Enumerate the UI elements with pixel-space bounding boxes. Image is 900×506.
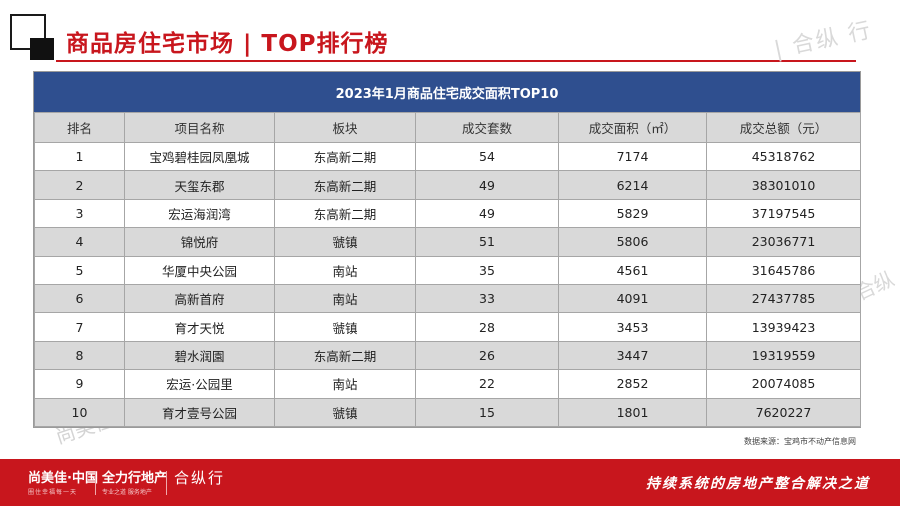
table-cell: 49 — [415, 170, 559, 200]
table-cell: 宏运海润湾 — [124, 198, 275, 229]
footer-brand-quanlixing: 全力行地产 — [102, 471, 168, 486]
table-row: 5 华厦中央公园 南站 35 4561 31645786 — [34, 255, 861, 285]
header-logo-icon — [10, 14, 54, 60]
table-cell: 华厦中央公园 — [124, 255, 275, 285]
table-cell: 1 — [34, 141, 125, 172]
table-cell: 37197545 — [706, 198, 861, 229]
footer-separator — [95, 471, 96, 495]
logo-solid-square — [30, 38, 54, 60]
table-cell: 23036771 — [706, 227, 861, 257]
table-cell: 20074085 — [706, 369, 861, 399]
table-cell: 南站 — [274, 283, 416, 314]
table-cell: 碧水润園 — [124, 340, 275, 371]
table-cell: 南站 — [274, 369, 416, 399]
table-cell: 2 — [34, 170, 125, 200]
table-cell: 51 — [415, 227, 559, 257]
table-cell: 5806 — [558, 227, 707, 257]
table-cell: 49 — [415, 198, 559, 229]
table-cell: 3447 — [558, 340, 707, 371]
table-cell: 7174 — [558, 141, 707, 172]
footer-bar: 尚美佳·中国 圈住幸福每一天 全力行地产 专业之道 服务地产 合纵行 持续系统的… — [0, 459, 900, 506]
table-cell: 38301010 — [706, 170, 861, 200]
footer-brand-quanlixing-tagline: 专业之道 服务地产 — [102, 489, 152, 496]
page-title: 商品房住宅市场 | TOP排行榜 — [66, 31, 389, 57]
table-cell: 15 — [415, 397, 559, 427]
table-cell: 3 — [34, 198, 125, 229]
table-cell: 虢镇 — [274, 397, 416, 427]
table-cell: 28 — [415, 312, 559, 342]
column-header: 项目名称 — [124, 112, 275, 143]
data-source-note: 数据来源：宝鸡市不动产信息网 — [744, 437, 856, 446]
table-cell: 27437785 — [706, 283, 861, 314]
table-cell: 9 — [34, 369, 125, 399]
table-cell: 4 — [34, 227, 125, 257]
table-cell: 4561 — [558, 255, 707, 285]
table-cell: 5 — [34, 255, 125, 285]
footer-slogan: 持续系统的房地产整合解决之道 — [646, 476, 870, 492]
column-header: 排名 — [34, 112, 125, 143]
table-row: 3 宏运海润湾 东高新二期 49 5829 37197545 — [34, 198, 861, 229]
column-header: 板块 — [274, 112, 416, 143]
table-cell: 2852 — [558, 369, 707, 399]
table-cell: 19319559 — [706, 340, 861, 371]
table-cell: 天玺东郡 — [124, 170, 275, 200]
table-cell: 7620227 — [706, 397, 861, 427]
table-cell: 7 — [34, 312, 125, 342]
table-cell: 东高新二期 — [274, 198, 416, 229]
table-cell: 6214 — [558, 170, 707, 200]
footer-brand-shangmeijia: 尚美佳·中国 — [28, 471, 98, 486]
table-row: 10 育才壹号公园 虢镇 15 1801 7620227 — [34, 397, 861, 427]
column-header: 成交面积（㎡） — [558, 112, 707, 143]
table-cell: 10 — [34, 397, 125, 427]
table-cell: 锦悦府 — [124, 227, 275, 257]
column-header: 成交总额（元） — [706, 112, 861, 143]
table-cell: 35 — [415, 255, 559, 285]
table-row: 4 锦悦府 虢镇 51 5806 23036771 — [34, 227, 861, 257]
table-cell: 33 — [415, 283, 559, 314]
footer-separator — [166, 471, 167, 495]
table-header-row: 排名 项目名称 板块 成交套数 成交面积（㎡） 成交总额（元） — [34, 112, 861, 143]
table-cell: 5829 — [558, 198, 707, 229]
table-cell: 宝鸡碧桂园凤凰城 — [124, 141, 275, 172]
ranking-grid: 排名 项目名称 板块 成交套数 成交面积（㎡） 成交总额（元） 1 宝鸡碧桂园凤凰城 东高新二… — [34, 112, 861, 427]
table-row: 7 育才天悦 虢镇 28 3453 13939423 — [34, 312, 861, 342]
ranking-table: 2023年1月商品住宅成交面积TOP10 排名 项目名称 板块 成交套数 成交面积（㎡）… — [33, 71, 861, 428]
table-cell: 31645786 — [706, 255, 861, 285]
table-body: 1 宝鸡碧桂园凤凰城 东高新二期 54 7174 45318762 2 天玺东郡 东高新二期 49… — [34, 141, 861, 427]
table-row: 1 宝鸡碧桂园凤凰城 东高新二期 54 7174 45318762 — [34, 141, 861, 172]
table-cell: 13939423 — [706, 312, 861, 342]
table-cell: 6 — [34, 283, 125, 314]
table-cell: 1801 — [558, 397, 707, 427]
column-header: 成交套数 — [415, 112, 559, 143]
table-cell: 4091 — [558, 283, 707, 314]
table-row: 9 宏运·公园里 南站 22 2852 20074085 — [34, 369, 861, 399]
table-cell: 东高新二期 — [274, 170, 416, 200]
table-cell: 东高新二期 — [274, 340, 416, 371]
table-cell: 育才壹号公园 — [124, 397, 275, 427]
table-cell: 南站 — [274, 255, 416, 285]
table-cell: 26 — [415, 340, 559, 371]
watermark-top: | 合纵 行 — [771, 17, 875, 64]
table-cell: 3453 — [558, 312, 707, 342]
logo-outline-square — [10, 14, 46, 50]
table-cell: 虢镇 — [274, 227, 416, 257]
table-cell: 宏运·公园里 — [124, 369, 275, 399]
table-cell: 虢镇 — [274, 312, 416, 342]
header-divider — [56, 60, 856, 62]
table-cell: 高新首府 — [124, 283, 275, 314]
table-cell: 育才天悦 — [124, 312, 275, 342]
footer-brand-hezongxing: 合纵行 — [174, 469, 226, 487]
table-cell: 22 — [415, 369, 559, 399]
table-cell: 54 — [415, 141, 559, 172]
footer-brand-shangmeijia-tagline: 圈住幸福每一天 — [28, 489, 78, 496]
table-cell: 东高新二期 — [274, 141, 416, 172]
table-row: 6 高新首府 南站 33 4091 27437785 — [34, 283, 861, 314]
table-row: 2 天玺东郡 东高新二期 49 6214 38301010 — [34, 170, 861, 200]
table-cell: 8 — [34, 340, 125, 371]
table-caption: 2023年1月商品住宅成交面积TOP10 — [34, 72, 860, 112]
table-cell: 45318762 — [706, 141, 861, 172]
table-row: 8 碧水润園 东高新二期 26 3447 19319559 — [34, 340, 861, 371]
